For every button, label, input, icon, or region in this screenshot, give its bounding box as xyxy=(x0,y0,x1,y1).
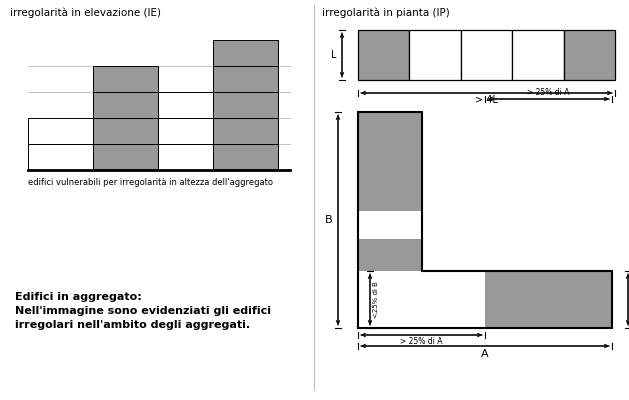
Bar xyxy=(213,66,278,92)
Text: Nell'immagine sono evidenziati gli edifici: Nell'immagine sono evidenziati gli edifi… xyxy=(15,306,271,316)
Text: irregolarità in pianta (IP): irregolarità in pianta (IP) xyxy=(322,7,450,18)
Bar xyxy=(93,118,158,144)
Text: irregolari nell'ambito degli aggregati.: irregolari nell'ambito degli aggregati. xyxy=(15,320,250,330)
Bar xyxy=(213,92,278,118)
Bar xyxy=(28,118,93,144)
Bar xyxy=(93,66,158,92)
Bar xyxy=(358,239,422,271)
Bar xyxy=(158,118,213,144)
Bar xyxy=(93,144,158,170)
Bar xyxy=(564,30,615,80)
Bar xyxy=(28,144,93,170)
Text: > 25% di A: > 25% di A xyxy=(527,88,570,97)
Text: <25% di B: <25% di B xyxy=(373,281,379,318)
Text: edifici vulnerabili per irregolarità in altezza dell'aggregato: edifici vulnerabili per irregolarità in … xyxy=(28,178,273,187)
Bar xyxy=(485,303,612,328)
Bar xyxy=(358,211,422,239)
Text: > 4L: > 4L xyxy=(475,95,498,105)
Text: A: A xyxy=(481,349,489,359)
Bar xyxy=(213,118,278,144)
Bar xyxy=(358,112,422,211)
Bar xyxy=(358,30,409,80)
Bar xyxy=(409,30,461,80)
Bar xyxy=(213,144,278,170)
Text: irregolarità in elevazione (IE): irregolarità in elevazione (IE) xyxy=(10,7,161,18)
Bar xyxy=(512,30,564,80)
Bar xyxy=(93,92,158,118)
Text: L: L xyxy=(331,50,337,60)
Text: B: B xyxy=(325,215,333,225)
Bar xyxy=(461,30,512,80)
Text: > 25% di A: > 25% di A xyxy=(400,337,443,346)
Bar xyxy=(485,271,612,303)
Bar xyxy=(158,92,213,118)
Bar xyxy=(213,40,278,66)
Bar xyxy=(158,144,213,170)
Text: Edifici in aggregato:: Edifici in aggregato: xyxy=(15,292,142,302)
